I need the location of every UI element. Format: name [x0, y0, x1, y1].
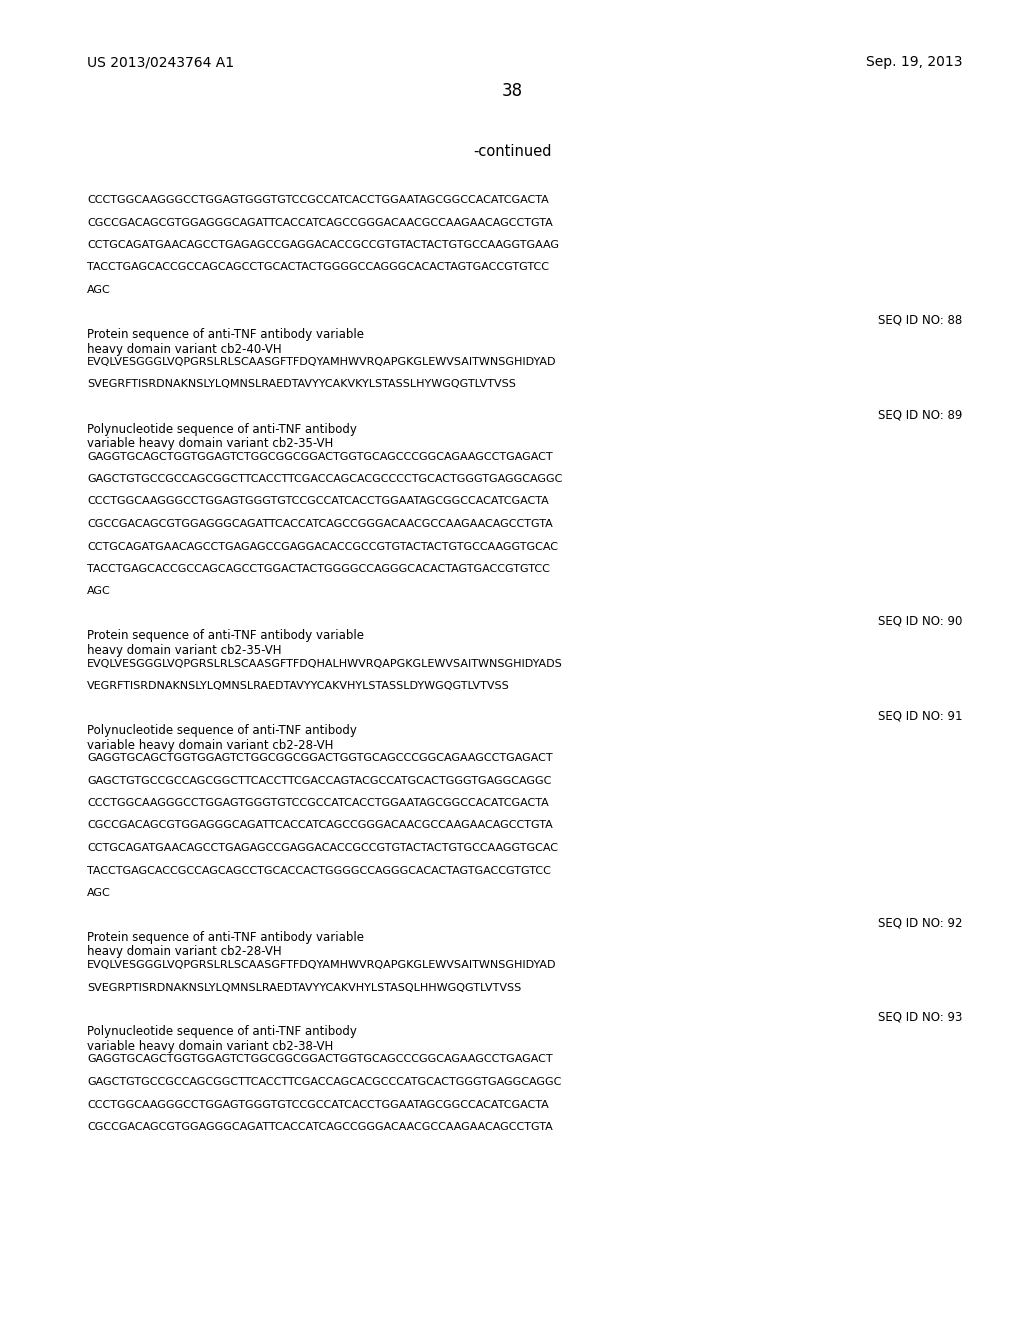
Text: GAGCTGTGCCGCCAGCGGCTTCACCTTCGACCAGCACGCCCATGCACTGGGTGAGGCAGGC: GAGCTGTGCCGCCAGCGGCTTCACCTTCGACCAGCACGCC…: [87, 1077, 561, 1086]
Text: heavy domain variant cb2-40-VH: heavy domain variant cb2-40-VH: [87, 342, 282, 355]
Text: GAGCTGTGCCGCCAGCGGCTTCACCTTCGACCAGTACGCCATGCACTGGGTGAGGCAGGC: GAGCTGTGCCGCCAGCGGCTTCACCTTCGACCAGTACGCC…: [87, 776, 551, 785]
Text: CCTGCAGATGAACAGCCTGAGAGCCGAGGACACCGCCGTGTACTACTGTGCCAAGGTGCAC: CCTGCAGATGAACAGCCTGAGAGCCGAGGACACCGCCGTG…: [87, 843, 558, 853]
Text: Protein sequence of anti-TNF antibody variable: Protein sequence of anti-TNF antibody va…: [87, 327, 365, 341]
Text: AGC: AGC: [87, 586, 111, 597]
Text: Polynucleotide sequence of anti-TNF antibody: Polynucleotide sequence of anti-TNF anti…: [87, 723, 357, 737]
Text: -continued: -continued: [473, 144, 551, 158]
Text: variable heavy domain variant cb2-38-VH: variable heavy domain variant cb2-38-VH: [87, 1040, 333, 1053]
Text: variable heavy domain variant cb2-35-VH: variable heavy domain variant cb2-35-VH: [87, 437, 333, 450]
Text: US 2013/0243764 A1: US 2013/0243764 A1: [87, 55, 234, 69]
Text: AGC: AGC: [87, 888, 111, 898]
Text: SEQ ID NO: 93: SEQ ID NO: 93: [879, 1011, 963, 1024]
Text: SEQ ID NO: 91: SEQ ID NO: 91: [878, 710, 963, 722]
Text: CCTGCAGATGAACAGCCTGAGAGCCGAGGACACCGCCGTGTACTACTGTGCCAAGGTGCAC: CCTGCAGATGAACAGCCTGAGAGCCGAGGACACCGCCGTG…: [87, 541, 558, 552]
Text: Polynucleotide sequence of anti-TNF antibody: Polynucleotide sequence of anti-TNF anti…: [87, 1026, 357, 1039]
Text: GAGGTGCAGCTGGTGGAGTCTGGCGGCGGACTGGTGCAGCCCGGCAGAAGCCTGAGACT: GAGGTGCAGCTGGTGGAGTCTGGCGGCGGACTGGTGCAGC…: [87, 1055, 553, 1064]
Text: SVEGRFTISRDNAKNSLYLQMNSLRAEDTAVYYCAKVKYLSTASSLHYWGQGTLVTVSS: SVEGRFTISRDNAKNSLYLQMNSLRAEDTAVYYCAKVKYL…: [87, 380, 516, 389]
Text: CGCCGACAGCGTGGAGGGCAGATTCACCATCAGCCGGGACAACGCCAAGAACAGCCTGTA: CGCCGACAGCGTGGAGGGCAGATTCACCATCAGCCGGGAC…: [87, 519, 553, 529]
Text: Protein sequence of anti-TNF antibody variable: Protein sequence of anti-TNF antibody va…: [87, 630, 365, 643]
Text: AGC: AGC: [87, 285, 111, 294]
Text: EVQLVESGGGLVQPGRSLRLSCAASGFTFDQHALHWVRQAPGKGLEWVSAITWNSGHIDYADS: EVQLVESGGGLVQPGRSLRLSCAASGFTFDQHALHWVRQA…: [87, 659, 563, 668]
Text: CCCTGGCAAGGGCCTGGAGTGGGTGTCCGCCATCACCTGGAATAGCGGCCACATCGACTA: CCCTGGCAAGGGCCTGGAGTGGGTGTCCGCCATCACCTGG…: [87, 496, 549, 507]
Text: 38: 38: [502, 82, 522, 100]
Text: CCTGCAGATGAACAGCCTGAGAGCCGAGGACACCGCCGTGTACTACTGTGCCAAGGTGAAG: CCTGCAGATGAACAGCCTGAGAGCCGAGGACACCGCCGTG…: [87, 240, 559, 249]
Text: EVQLVESGGGLVQPGRSLRLSCAASGFTFDQYAMHWVRQAPGKGLEWVSAITWNSGHIDYAD: EVQLVESGGGLVQPGRSLRLSCAASGFTFDQYAMHWVRQA…: [87, 960, 556, 970]
Text: GAGGTGCAGCTGGTGGAGTCTGGCGGCGGACTGGTGCAGCCCGGCAGAAGCCTGAGACT: GAGGTGCAGCTGGTGGAGTCTGGCGGCGGACTGGTGCAGC…: [87, 451, 553, 462]
Text: CCCTGGCAAGGGCCTGGAGTGGGTGTCCGCCATCACCTGGAATAGCGGCCACATCGACTA: CCCTGGCAAGGGCCTGGAGTGGGTGTCCGCCATCACCTGG…: [87, 195, 549, 205]
Text: CGCCGACAGCGTGGAGGGCAGATTCACCATCAGCCGGGACAACGCCAAGAACAGCCTGTA: CGCCGACAGCGTGGAGGGCAGATTCACCATCAGCCGGGAC…: [87, 1122, 553, 1133]
Text: Polynucleotide sequence of anti-TNF antibody: Polynucleotide sequence of anti-TNF anti…: [87, 422, 357, 436]
Text: SEQ ID NO: 88: SEQ ID NO: 88: [879, 314, 963, 326]
Text: EVQLVESGGGLVQPGRSLRLSCAASGFTFDQYAMHWVRQAPGKGLEWVSAITWNSGHIDYAD: EVQLVESGGGLVQPGRSLRLSCAASGFTFDQYAMHWVRQA…: [87, 356, 556, 367]
Text: SEQ ID NO: 92: SEQ ID NO: 92: [878, 916, 963, 929]
Text: CGCCGACAGCGTGGAGGGCAGATTCACCATCAGCCGGGACAACGCCAAGAACAGCCTGTA: CGCCGACAGCGTGGAGGGCAGATTCACCATCAGCCGGGAC…: [87, 218, 553, 227]
Text: TACCTGAGCACCGCCAGCAGCCTGGACTACTGGGGCCAGGGCACACTAGTGACCGTGTCC: TACCTGAGCACCGCCAGCAGCCTGGACTACTGGGGCCAGG…: [87, 564, 550, 574]
Text: SVEGRPTISRDNAKNSLYLQMNSLRAEDTAVYYCAKVHYLSTASQLHHWGQGTLVTVSS: SVEGRPTISRDNAKNSLYLQMNSLRAEDTAVYYCAKVHYL…: [87, 982, 521, 993]
Text: Protein sequence of anti-TNF antibody variable: Protein sequence of anti-TNF antibody va…: [87, 931, 365, 944]
Text: SEQ ID NO: 89: SEQ ID NO: 89: [879, 408, 963, 421]
Text: variable heavy domain variant cb2-28-VH: variable heavy domain variant cb2-28-VH: [87, 738, 334, 751]
Text: TACCTGAGCACCGCCAGCAGCCTGCACCACTGGGGCCAGGGCACACTAGTGACCGTGTCC: TACCTGAGCACCGCCAGCAGCCTGCACCACTGGGGCCAGG…: [87, 866, 551, 875]
Text: CCCTGGCAAGGGCCTGGAGTGGGTGTCCGCCATCACCTGGAATAGCGGCCACATCGACTA: CCCTGGCAAGGGCCTGGAGTGGGTGTCCGCCATCACCTGG…: [87, 1100, 549, 1110]
Text: heavy domain variant cb2-35-VH: heavy domain variant cb2-35-VH: [87, 644, 282, 657]
Text: Sep. 19, 2013: Sep. 19, 2013: [866, 55, 963, 69]
Text: SEQ ID NO: 90: SEQ ID NO: 90: [879, 615, 963, 628]
Text: TACCTGAGCACCGCCAGCAGCCTGCACTACTGGGGCCAGGGCACACTAGTGACCGTGTCC: TACCTGAGCACCGCCAGCAGCCTGCACTACTGGGGCCAGG…: [87, 263, 549, 272]
Text: CGCCGACAGCGTGGAGGGCAGATTCACCATCAGCCGGGACAACGCCAAGAACAGCCTGTA: CGCCGACAGCGTGGAGGGCAGATTCACCATCAGCCGGGAC…: [87, 821, 553, 830]
Text: GAGGTGCAGCTGGTGGAGTCTGGCGGCGGACTGGTGCAGCCCGGCAGAAGCCTGAGACT: GAGGTGCAGCTGGTGGAGTCTGGCGGCGGACTGGTGCAGC…: [87, 752, 553, 763]
Text: heavy domain variant cb2-28-VH: heavy domain variant cb2-28-VH: [87, 945, 282, 958]
Text: GAGCTGTGCCGCCAGCGGCTTCACCTTCGACCAGCACGCCCCTGCACTGGGTGAGGCAGGC: GAGCTGTGCCGCCAGCGGCTTCACCTTCGACCAGCACGCC…: [87, 474, 562, 484]
Text: CCCTGGCAAGGGCCTGGAGTGGGTGTCCGCCATCACCTGGAATAGCGGCCACATCGACTA: CCCTGGCAAGGGCCTGGAGTGGGTGTCCGCCATCACCTGG…: [87, 799, 549, 808]
Text: VEGRFTISRDNAKNSLYLQMNSLRAEDTAVYYCAKVHYLSTASSLDYWGQGTLVTVSS: VEGRFTISRDNAKNSLYLQMNSLRAEDTAVYYCAKVHYLS…: [87, 681, 510, 690]
